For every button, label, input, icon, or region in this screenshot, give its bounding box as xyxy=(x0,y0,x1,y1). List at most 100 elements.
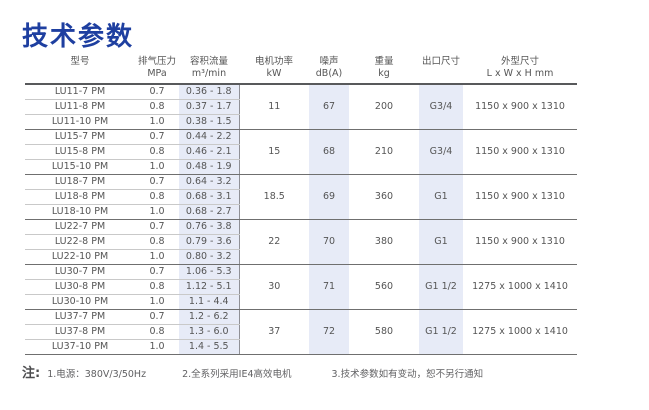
model-cell: LU11-7 PM xyxy=(25,84,135,101)
model-cell: LU11-8 PM xyxy=(25,99,135,116)
model-cell: LU22-10 PM xyxy=(25,249,135,266)
weight-cell: 560 xyxy=(349,264,419,311)
model-cell: LU15-10 PM xyxy=(25,159,135,176)
col-header-pressure-label: 排气压力 xyxy=(137,56,176,67)
model-cell: LU37-7 PM xyxy=(25,309,135,326)
flow-cell: 1.06 - 5.3 xyxy=(179,264,240,281)
outlet-cell: G1 1/2 xyxy=(419,309,463,356)
weight-cell: 580 xyxy=(349,309,419,356)
col-header-pressure-unit: MPa xyxy=(147,68,167,80)
footnote-label: 注: xyxy=(22,366,41,381)
model-cell: LU18-10 PM xyxy=(25,204,135,221)
table-row: LU18-7 PM 0.7 0.64 - 3.2 18.5 69 360 G1 1150 x … xyxy=(25,174,577,221)
pressure-cell: 0.8 xyxy=(135,279,179,296)
model-cell: LU30-10 PM xyxy=(25,294,135,311)
table-row: LU11-10 PM 1.0 0.38 - 1.5 xyxy=(25,114,577,131)
power-cell: 30 xyxy=(239,264,309,311)
col-header-flow-label: 容积流量 xyxy=(189,56,228,67)
footnote-item-power-supply: 1.电源：380V/3/50Hz xyxy=(47,369,147,380)
col-header-weight-unit: kg xyxy=(378,68,390,80)
pressure-cell: 1.0 xyxy=(135,114,179,131)
noise-cell: 70 xyxy=(309,219,349,266)
footnote-item-motor: 2.全系列采用IE4高效电机 xyxy=(182,369,292,380)
spec-table-header: 型号 排气压力 MPa 容积流量 m³/min 电机功率 kW 噪声 dB xyxy=(25,56,577,86)
col-header-power-unit: kW xyxy=(266,68,282,80)
weight-cell: 360 xyxy=(349,174,419,221)
flow-cell: 0.38 - 1.5 xyxy=(179,114,240,131)
power-cell: 37 xyxy=(239,309,309,356)
model-cell: LU37-10 PM xyxy=(25,339,135,356)
noise-cell: 72 xyxy=(309,309,349,356)
pressure-cell: 0.8 xyxy=(135,144,179,161)
noise-cell: 69 xyxy=(309,174,349,221)
outlet-cell: G1 1/2 xyxy=(419,264,463,311)
outlet-cell: G3/4 xyxy=(419,84,463,131)
flow-cell: 0.68 - 3.1 xyxy=(179,189,240,206)
model-cell: LU30-7 PM xyxy=(25,264,135,281)
model-cell: LU15-8 PM xyxy=(25,144,135,161)
pressure-cell: 0.7 xyxy=(135,174,179,191)
dimensions-cell: 1275 x 1000 x 1410 xyxy=(463,309,577,356)
pressure-cell: 1.0 xyxy=(135,159,179,176)
col-header-model-unit xyxy=(25,68,135,80)
flow-cell: 1.3 - 6.0 xyxy=(179,324,240,341)
pressure-cell: 0.7 xyxy=(135,84,179,101)
model-cell: LU22-8 PM xyxy=(25,234,135,251)
pressure-cell: 0.7 xyxy=(135,219,179,236)
flow-cell: 0.48 - 1.9 xyxy=(179,159,240,176)
pressure-cell: 0.7 xyxy=(135,264,179,281)
col-header-dims-unit: L x W x H mm xyxy=(486,68,554,80)
flow-cell: 0.68 - 2.7 xyxy=(179,204,240,221)
weight-cell: 210 xyxy=(349,129,419,176)
table-row: LU22-8 PM 0.8 0.79 - 3.6 xyxy=(25,234,577,251)
col-header-model: 型号 xyxy=(25,56,135,86)
table-row: LU18-8 PM 0.8 0.68 - 3.1 xyxy=(25,189,577,206)
spec-table: 型号 排气压力 MPa 容积流量 m³/min 电机功率 kW 噪声 dB xyxy=(25,56,577,356)
weight-cell: 200 xyxy=(349,84,419,131)
pressure-cell: 1.0 xyxy=(135,294,179,311)
flow-cell: 0.37 - 1.7 xyxy=(179,99,240,116)
table-row: LU22-10 PM 1.0 0.80 - 3.2 xyxy=(25,249,577,266)
page-title: 技术参数 xyxy=(22,22,135,52)
pressure-cell: 0.7 xyxy=(135,309,179,326)
flow-cell: 0.64 - 3.2 xyxy=(179,174,240,191)
col-header-outlet-label: 出口尺寸 xyxy=(421,56,460,67)
col-header-flow-unit: m³/min xyxy=(191,68,227,80)
table-row: LU37-10 PM 1.0 1.4 - 5.5 xyxy=(25,339,577,356)
table-row: LU15-7 PM 0.7 0.44 - 2.2 15 68 210 G3/4 1150 x … xyxy=(25,129,577,176)
flow-cell: 0.44 - 2.2 xyxy=(179,129,240,146)
outlet-cell: G1 xyxy=(419,219,463,266)
model-cell: LU30-8 PM xyxy=(25,279,135,296)
power-cell: 11 xyxy=(239,84,309,131)
table-row: LU37-8 PM 0.8 1.3 - 6.0 xyxy=(25,324,577,341)
flow-cell: 0.46 - 2.1 xyxy=(179,144,240,161)
flow-cell: 1.2 - 6.2 xyxy=(179,309,240,326)
model-cell: LU22-7 PM xyxy=(25,219,135,236)
pressure-cell: 0.8 xyxy=(135,189,179,206)
col-header-model-label: 型号 xyxy=(70,56,90,67)
dimensions-cell: 1275 x 1000 x 1410 xyxy=(463,264,577,311)
power-cell: 22 xyxy=(239,219,309,266)
col-header-noise-unit: dB(A) xyxy=(315,68,343,80)
header-row: 型号 排气压力 MPa 容积流量 m³/min 电机功率 kW 噪声 dB xyxy=(25,56,577,86)
col-header-weight: 重量 kg xyxy=(349,56,419,86)
col-header-dims: 外型尺寸 L x W x H mm xyxy=(463,56,577,86)
table-row: LU30-10 PM 1.0 1.1 - 4.4 xyxy=(25,294,577,311)
flow-cell: 1.12 - 5.1 xyxy=(179,279,240,296)
dimensions-cell: 1150 x 900 x 1310 xyxy=(463,219,577,266)
col-header-outlet: 出口尺寸 xyxy=(419,56,463,86)
model-cell: LU11-10 PM xyxy=(25,114,135,131)
model-cell: LU15-7 PM xyxy=(25,129,135,146)
dimensions-cell: 1150 x 900 x 1310 xyxy=(463,84,577,131)
model-cell: LU37-8 PM xyxy=(25,324,135,341)
footnote: 注: 1.电源：380V/3/50Hz 2.全系列采用IE4高效电机 3.技术参… xyxy=(22,367,483,383)
noise-cell: 68 xyxy=(309,129,349,176)
table-row: LU37-7 PM 0.7 1.2 - 6.2 37 72 580 G1 1/2 1275 x… xyxy=(25,309,577,356)
model-cell: LU18-8 PM xyxy=(25,189,135,206)
col-header-noise-label: 噪声 xyxy=(319,56,339,67)
table-row: LU22-7 PM 0.7 0.76 - 3.8 22 70 380 G1 1150 x 90… xyxy=(25,219,577,266)
outlet-cell: G3/4 xyxy=(419,129,463,176)
pressure-cell: 0.8 xyxy=(135,234,179,251)
noise-cell: 71 xyxy=(309,264,349,311)
